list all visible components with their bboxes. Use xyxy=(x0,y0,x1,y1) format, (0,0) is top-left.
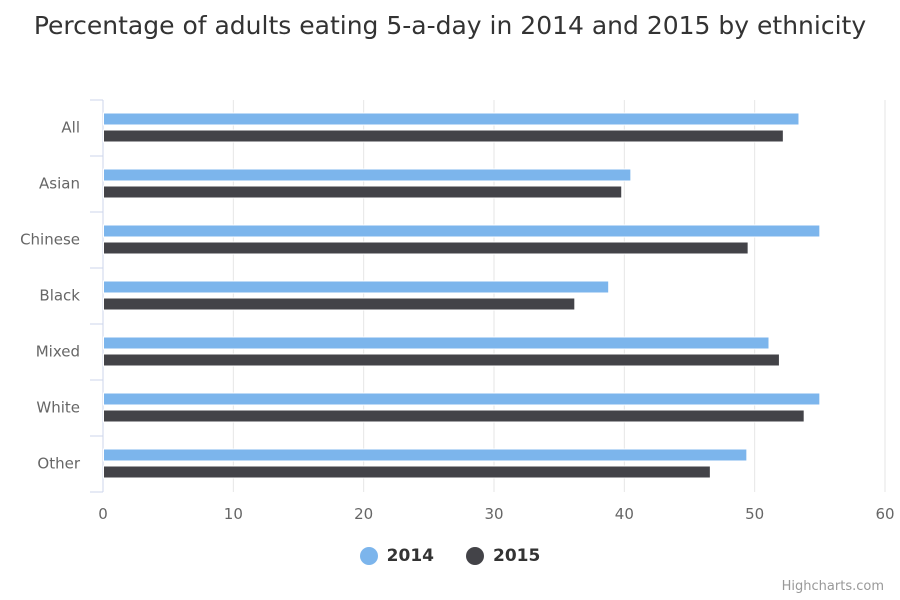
category-label-all: All xyxy=(61,119,80,137)
bar-2015-white[interactable] xyxy=(103,409,805,423)
bar-2014-all[interactable] xyxy=(103,112,800,126)
category-label-asian: Asian xyxy=(39,175,80,193)
legend-label-2014: 2014 xyxy=(386,546,434,566)
bar-2015-black[interactable] xyxy=(103,297,576,311)
x-tick-label: 0 xyxy=(98,505,108,523)
bar-2015-all[interactable] xyxy=(103,129,784,143)
x-tick-label: 40 xyxy=(615,505,634,523)
category-label-mixed: Mixed xyxy=(36,343,80,361)
bar-2014-asian[interactable] xyxy=(103,168,632,182)
category-label-black: Black xyxy=(39,287,80,305)
category-label-other: Other xyxy=(37,455,80,473)
legend-label-2015: 2015 xyxy=(493,546,541,566)
bar-2014-chinese[interactable] xyxy=(103,224,821,238)
x-tick-label: 50 xyxy=(745,505,764,523)
bar-2014-white[interactable] xyxy=(103,392,821,406)
x-tick-label: 60 xyxy=(875,505,894,523)
bar-2015-chinese[interactable] xyxy=(103,241,749,255)
bar-2015-asian[interactable] xyxy=(103,185,623,199)
x-tick-label: 20 xyxy=(354,505,373,523)
bar-2014-other[interactable] xyxy=(103,448,748,462)
category-label-chinese: Chinese xyxy=(20,231,80,249)
legend-dot-2015 xyxy=(466,547,484,565)
bar-2014-mixed[interactable] xyxy=(103,336,770,350)
credits-link[interactable]: Highcharts.com xyxy=(781,579,884,594)
chart-title: Percentage of adults eating 5-a-day in 2… xyxy=(33,11,867,40)
x-tick-label: 30 xyxy=(484,505,503,523)
legend: 2014 2015 xyxy=(0,546,900,566)
x-tick-label: 10 xyxy=(224,505,243,523)
bar-2015-other[interactable] xyxy=(103,465,711,479)
legend-item-2015[interactable]: 2015 xyxy=(466,546,540,566)
bar-2014-black[interactable] xyxy=(103,280,610,294)
legend-item-2014[interactable]: 2014 xyxy=(359,546,434,566)
bar-2015-mixed[interactable] xyxy=(103,353,780,367)
category-label-white: White xyxy=(36,399,80,417)
legend-dot-2014 xyxy=(359,547,378,565)
